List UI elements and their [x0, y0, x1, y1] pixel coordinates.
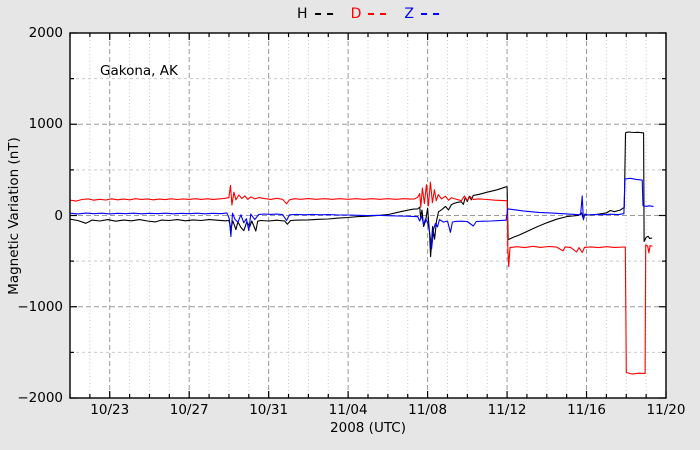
y-tick-label: −2000: [17, 390, 63, 406]
legend-label: D: [350, 6, 362, 22]
legend-item-d: D: [351, 6, 387, 22]
legend-item-z: Z: [404, 6, 439, 22]
legend-item-h: H: [297, 6, 333, 22]
x-tick-label: 10/31: [249, 402, 289, 418]
x-tick-label: 11/20: [646, 402, 686, 418]
legend-line-sample-icon: [314, 13, 333, 15]
series-D: [69, 181, 653, 375]
legend-label: H: [297, 6, 308, 22]
y-tick-label: 0: [54, 207, 63, 224]
y-tick-label: −1000: [17, 298, 63, 315]
x-tick-label: 11/08: [408, 402, 448, 418]
series-Z: [69, 177, 654, 250]
x-tick-label: 11/12: [487, 402, 527, 418]
y-tick-label: 2000: [28, 25, 63, 41]
legend-line-sample-icon: [368, 13, 387, 15]
x-tick-label: 11/16: [567, 402, 606, 418]
x-tick-label: 10/27: [169, 402, 209, 418]
x-tick-label: 11/04: [328, 402, 368, 418]
station-label: Gakona, AK: [100, 63, 178, 79]
y-tick-label: 1000: [28, 116, 63, 133]
series-H: [69, 131, 653, 258]
x-tick-label: 10/23: [90, 402, 130, 418]
x-axis-title: 2008 (UTC): [330, 420, 406, 436]
legend-line-sample-icon: [420, 13, 439, 15]
legend-label: Z: [404, 6, 414, 22]
